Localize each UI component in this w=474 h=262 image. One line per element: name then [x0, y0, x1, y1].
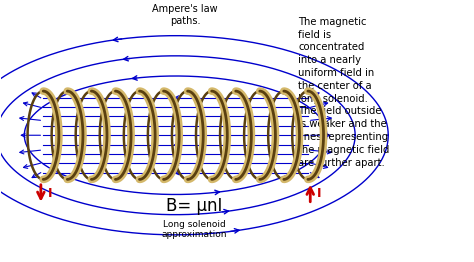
- Text: I: I: [318, 187, 322, 200]
- Text: B= μnI: B= μnI: [166, 197, 223, 215]
- Text: Ampere's law
paths.: Ampere's law paths.: [152, 4, 218, 26]
- Text: Long solenoid
approximation: Long solenoid approximation: [162, 220, 227, 239]
- Text: The magnetic
field is
concentrated
into a nearly
uniform field in
the center of : The magnetic field is concentrated into …: [299, 17, 390, 167]
- Text: I: I: [48, 187, 53, 200]
